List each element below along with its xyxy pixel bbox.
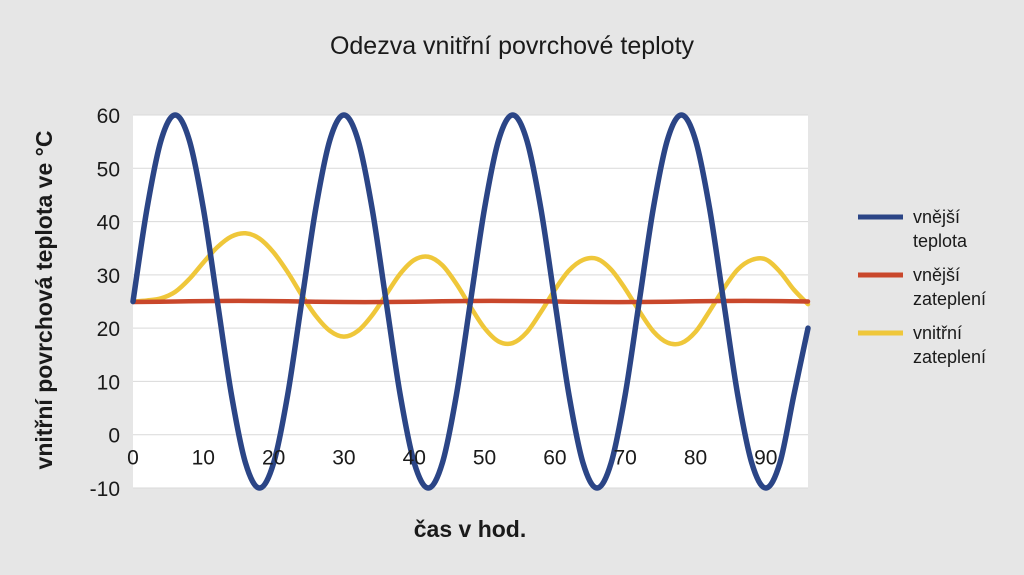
legend: vnější teplota vnější zateplení vnitřní zatep… [858, 207, 986, 367]
y-tick-label: 0 [108, 425, 120, 448]
y-tick-label: 50 [97, 158, 120, 181]
y-axis-title: vnitřní povrchová teplota ve °C [31, 131, 57, 470]
x-axis-title: čas v hod. [414, 516, 526, 542]
series-line-0 [130, 112, 811, 491]
legend-label: vnější teplota [913, 207, 968, 251]
x-tick-label: 40 [403, 447, 426, 470]
y-tick-label: -10 [90, 478, 120, 501]
chart-title: Odezva vnitřní povrchové teploty [330, 32, 695, 60]
x-tick-label: 50 [473, 447, 496, 470]
x-tick-labels: 0 10 20 30 40 50 60 70 80 90 [127, 447, 777, 470]
y-tick-labels: -10 0 10 20 30 40 50 60 [90, 105, 120, 501]
x-tick-label: 80 [684, 447, 707, 470]
legend-label: vnitřní zateplení [913, 323, 986, 367]
x-tick-label: 30 [332, 447, 355, 470]
x-tick-label: 10 [192, 447, 215, 470]
legend-label: vnější zateplení [913, 265, 986, 309]
y-tick-label: 10 [97, 371, 120, 394]
y-tick-label: 60 [97, 105, 120, 128]
y-tick-label: 20 [97, 318, 120, 341]
x-tick-label: 90 [754, 447, 777, 470]
y-tick-label: 30 [97, 265, 120, 288]
y-tick-label: 40 [97, 212, 120, 235]
x-tick-label: 20 [262, 447, 285, 470]
x-tick-label: 60 [543, 447, 566, 470]
series-lines [130, 112, 811, 491]
gridlines [133, 114, 808, 489]
x-tick-label: 0 [127, 447, 139, 470]
x-tick-label: 70 [614, 447, 637, 470]
